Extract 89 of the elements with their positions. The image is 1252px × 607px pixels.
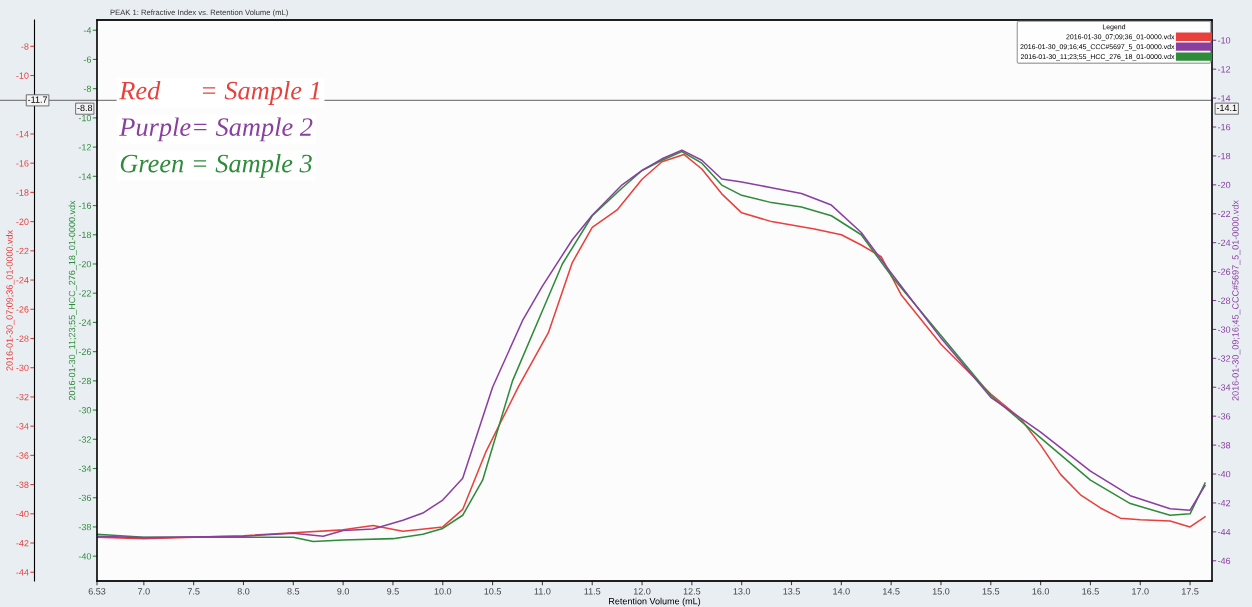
y2-tick-label: -40 (1217, 470, 1231, 478)
x-tick-label: 14.5 (883, 588, 900, 595)
y3-tick-label: -26 (78, 348, 92, 355)
y2-tick-label: -14 (1217, 95, 1231, 102)
x-tick-label: 14.0 (833, 588, 850, 595)
y-tick-label: -32 (16, 393, 29, 401)
x-tick-label: 12.0 (633, 588, 651, 595)
y-tick-label: -44 (16, 569, 29, 576)
y-tick-label: -24 (16, 277, 29, 284)
y2-tick-label: -12 (1217, 66, 1231, 73)
y2-tick-label: -22 (1217, 210, 1231, 218)
annotation: Purple= Sample 2 (119, 117, 313, 142)
y2-tick-label: -16 (1217, 123, 1231, 131)
y-tick-label: -30 (16, 364, 29, 372)
y2-tick-label: -30 (1217, 326, 1231, 333)
text: -8.8 (77, 104, 93, 112)
y2-axis-title: 2016-01-30_09;16;45_CCC#5697_5_01-0000.vdx (1231, 200, 1241, 401)
y3-tick-label: -22 (78, 290, 91, 297)
y-tick-label: -20 (16, 218, 29, 225)
y2-tick-label: -24 (1217, 239, 1231, 246)
y2-tick-label: -42 (1217, 499, 1231, 507)
x-tick-label: 13.0 (733, 588, 751, 595)
y2-tick-label: -18 (1217, 152, 1231, 160)
y-tick-label: -16 (16, 160, 29, 167)
y-tick-label: -8 (21, 43, 29, 50)
y-tick-label: -36 (16, 452, 29, 459)
y-tick-label: -38 (16, 481, 29, 488)
y3-tick-label: -14 (78, 173, 92, 180)
x-tick-label: 11.5 (584, 588, 601, 595)
x-tick-label: 10.0 (434, 588, 452, 595)
y3-tick-label: -6 (83, 56, 92, 63)
y-tick-label: -34 (16, 423, 29, 430)
annotation: Green = Sample 3 (120, 153, 312, 178)
x-tick-label: 17.0 (1132, 588, 1149, 595)
y2-tick-label: -10 (1217, 37, 1231, 44)
x-tick-label: 9.0 (337, 588, 350, 595)
y-tick-label: -40 (16, 510, 29, 518)
y-tick-label: -42 (16, 539, 29, 547)
y3-tick-label: -18 (78, 231, 92, 239)
x-tick-label: 9.5 (387, 588, 399, 595)
x-tick-label: 12.5 (683, 588, 701, 595)
text: -14.1 (1216, 104, 1237, 112)
y-tick-label: -10 (16, 72, 29, 79)
y3-tick-label: -32 (78, 436, 91, 443)
annotation: Red = Sample 1 (119, 80, 319, 105)
x-tick-label: 10.5 (484, 588, 501, 595)
x-tick-label: 8.5 (287, 588, 300, 595)
y3-tick-label: -10 (78, 114, 92, 122)
y3-tick-label: -38 (78, 523, 92, 531)
y3-tick-label: -16 (78, 202, 92, 209)
y3-tick-label: -30 (78, 407, 92, 414)
x-tick-label: 15.5 (982, 588, 1000, 595)
y-tick-label: -26 (16, 306, 29, 313)
x-tick-label: 16.5 (1082, 588, 1099, 595)
x-tick-label: 8.0 (237, 588, 250, 595)
y2-tick-label: -20 (1217, 181, 1231, 189)
x-tick-label: 6.53 (88, 588, 106, 595)
y2-tick-label: -26 (1217, 268, 1231, 275)
y2-tick-label: -38 (1217, 442, 1231, 449)
x-tick-label: 7.0 (138, 588, 150, 595)
ref-line-label: -11.7 (28, 96, 48, 103)
y3-tick-label: -20 (78, 260, 92, 268)
y-tick-label: -22 (16, 247, 29, 255)
y2-tick-label: -34 (1217, 384, 1231, 391)
x-tick-label: 11.0 (534, 588, 551, 595)
x-tick-label: 16.0 (1032, 588, 1050, 595)
x-tick-label: 13.5 (783, 588, 800, 595)
y3-tick-label: -28 (78, 377, 92, 385)
y-tick-label: -28 (16, 335, 29, 342)
y3-tick-label: -40 (78, 553, 92, 560)
y2-tick-label: -46 (1217, 557, 1231, 565)
y3-tick-label: -34 (78, 465, 92, 472)
x-tick-label: 17.5 (1181, 588, 1199, 595)
y2-tick-label: -32 (1217, 355, 1231, 362)
x-axis-title: Retention Volume (mL) (609, 597, 701, 607)
y3-tick-label: -24 (78, 319, 92, 326)
y3-tick-label: -4 (83, 27, 92, 34)
y3-tick-label: -36 (78, 494, 92, 502)
x-tick-label: 7.5 (187, 588, 200, 595)
x-tick-label: 15.0 (932, 588, 950, 595)
y-axis-title: 2016-01-30_07;09;36_01-0000.vdx (6, 230, 15, 371)
y3-tick-label: -12 (78, 144, 91, 151)
y2-tick-label: -44 (1217, 528, 1231, 536)
y-tick-label: -18 (16, 189, 29, 196)
y2-tick-label: -28 (1217, 297, 1231, 304)
y-tick-label: -14 (16, 131, 29, 138)
y3-tick-label: -8 (83, 85, 92, 93)
y3-axis-title: 2016-01-30_11;23;55_HCC_276_18_01-0000.vdx (68, 200, 77, 401)
y2-tick-label: -36 (1217, 413, 1231, 420)
